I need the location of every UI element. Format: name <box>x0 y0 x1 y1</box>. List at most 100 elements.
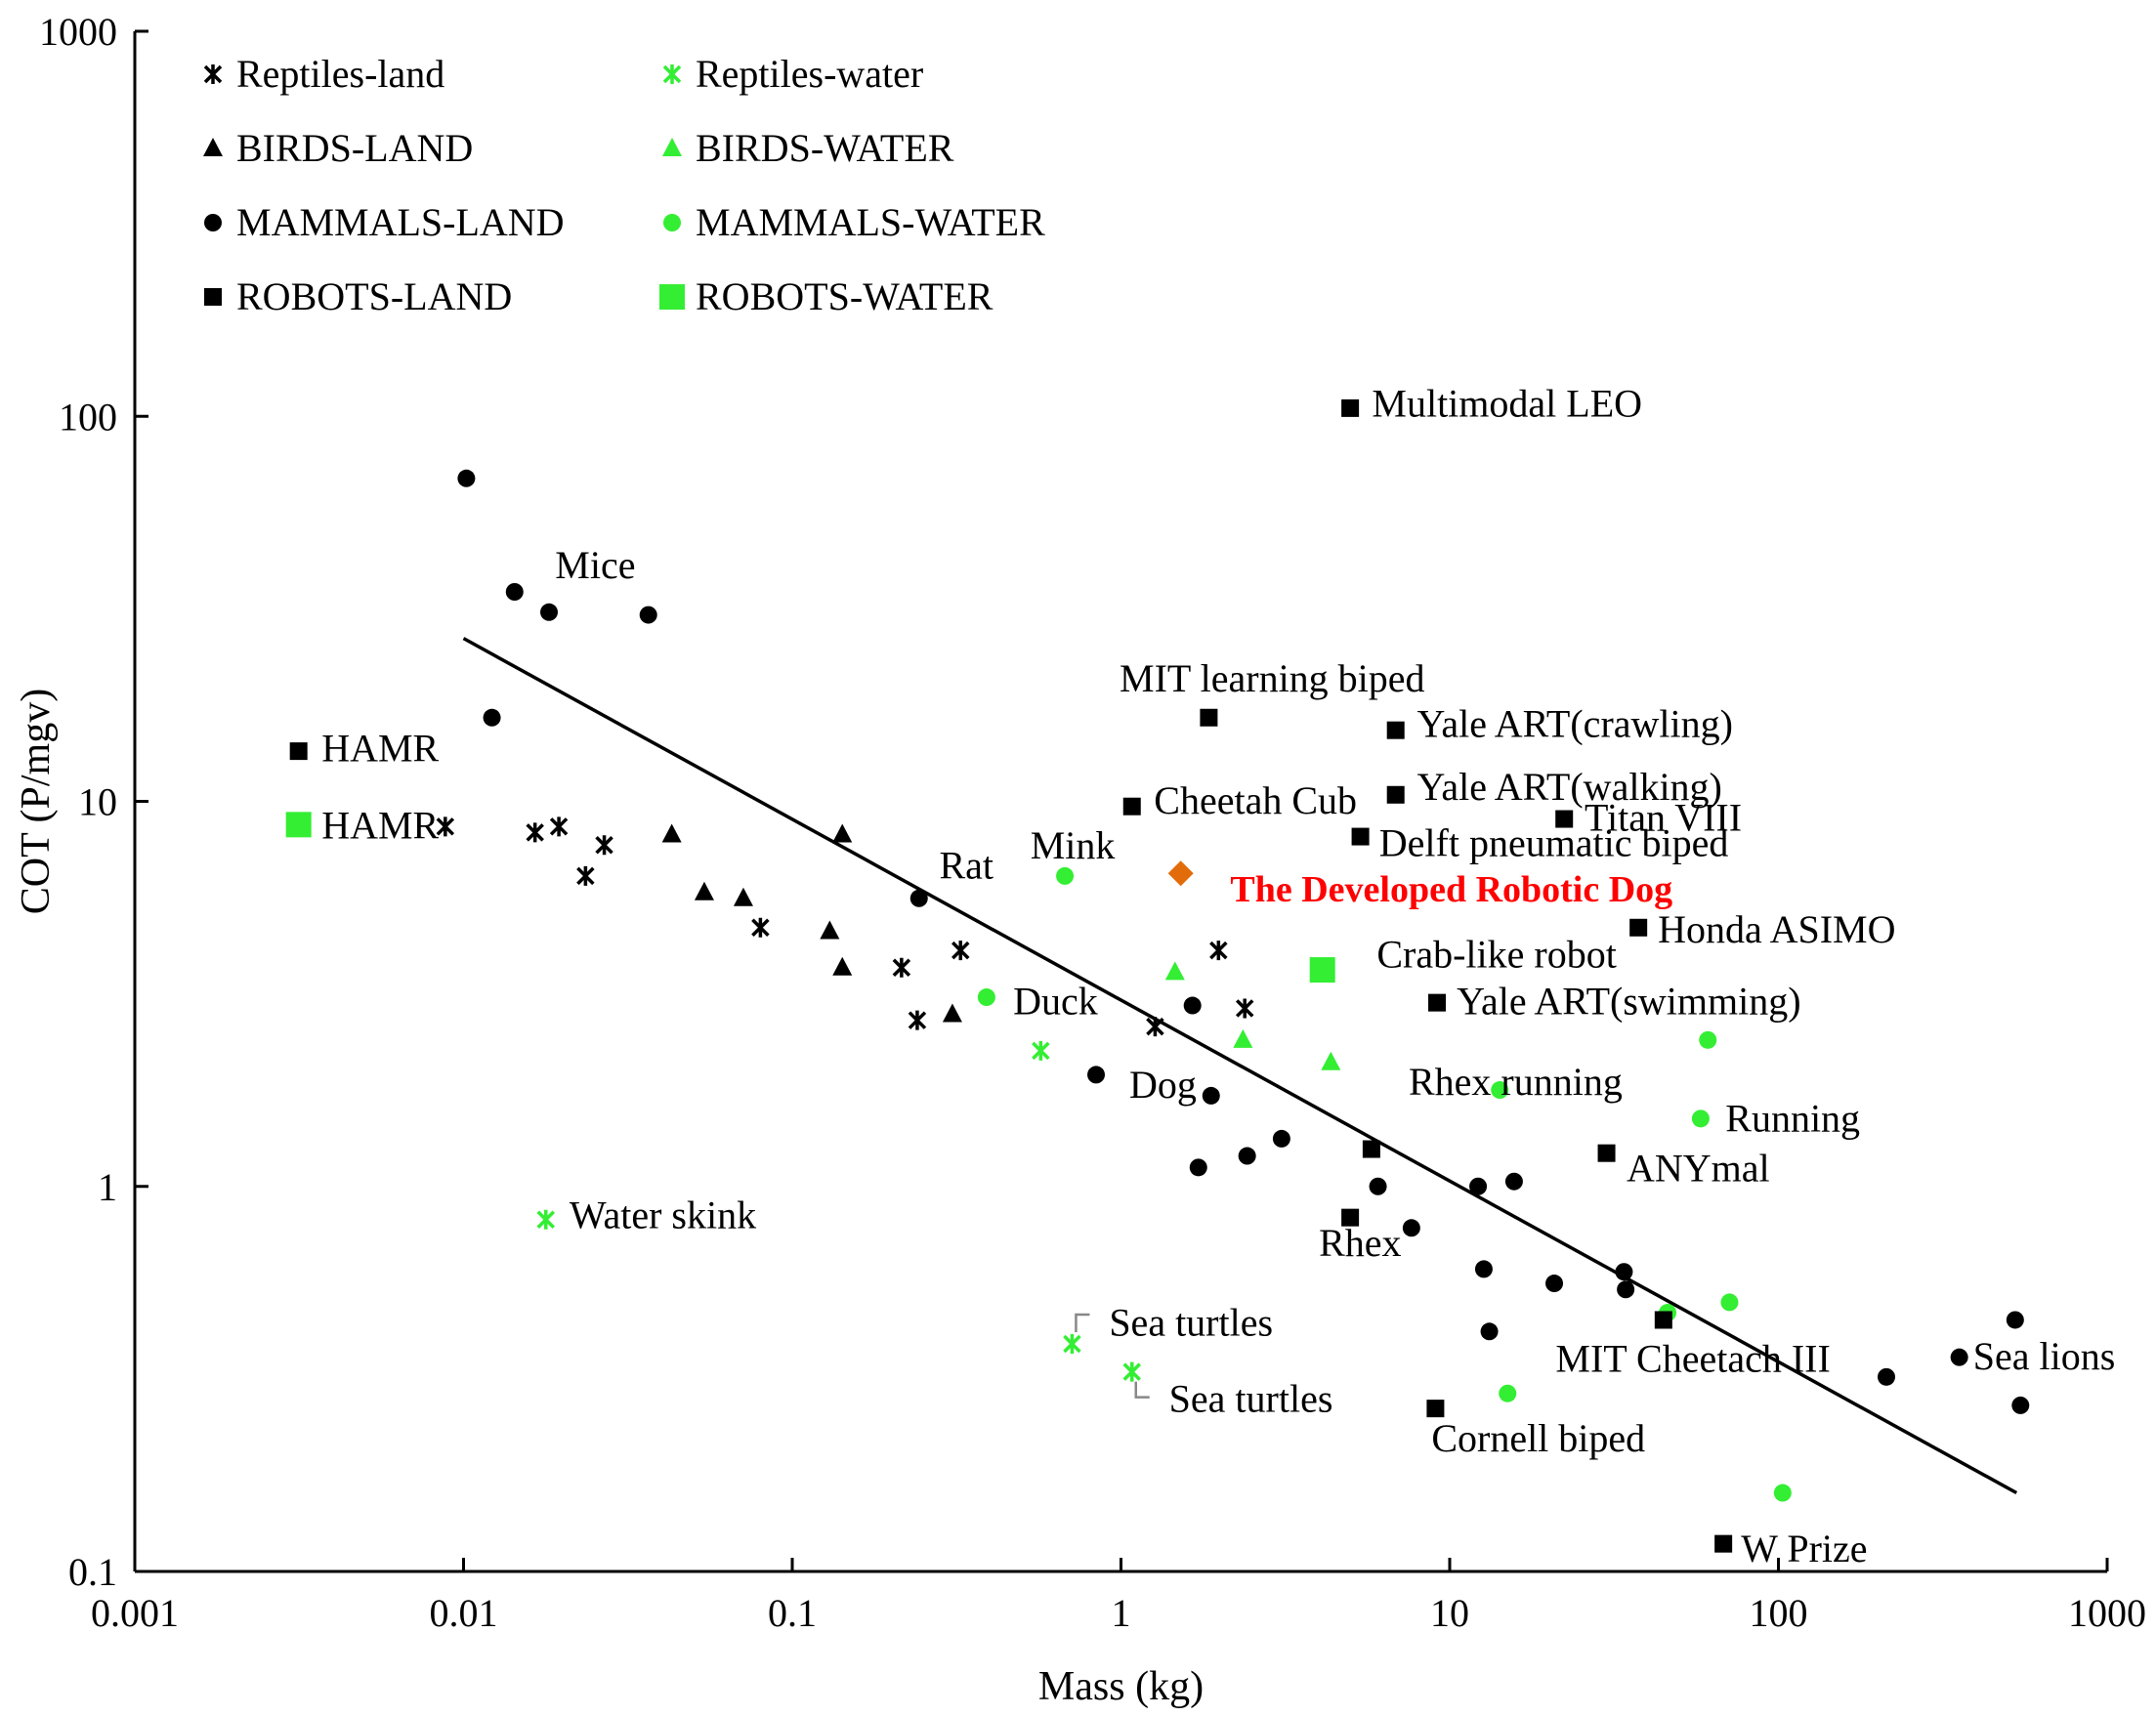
point-reptiles-land <box>1146 1017 1164 1037</box>
point-robots-land <box>1654 1311 1672 1329</box>
point-mammals-land <box>1504 1172 1523 1191</box>
point-mammals-land <box>1402 1219 1420 1237</box>
point-robots-land <box>1714 1534 1733 1553</box>
point-birds-water <box>1164 961 1185 981</box>
point-reptiles-land <box>526 822 544 843</box>
point-robots-land <box>1351 827 1370 846</box>
legend-item-birds-water: BIRDS-WATER <box>662 126 954 170</box>
point-robots-land <box>1362 1140 1380 1158</box>
point-mammals-land <box>1087 1066 1106 1084</box>
annotation-crab-like-robot: Crab-like robot <box>1376 933 1617 977</box>
point-robots-land <box>1629 918 1648 937</box>
point-mammals-land <box>1469 1177 1488 1195</box>
point-mammals-water <box>1691 1109 1710 1128</box>
point-mammals-water <box>1499 1384 1517 1402</box>
point-mammals-land <box>1474 1260 1493 1278</box>
point-birds-land <box>661 823 682 843</box>
legend-item-birds-land: BIRDS-LAND <box>203 126 473 170</box>
point-mammals-land <box>1545 1275 1564 1293</box>
annotation-w-prize: W Prize <box>1741 1527 1867 1570</box>
legend-item-mammals-land: MAMMALS-LAND <box>204 200 565 244</box>
point-mammals-land <box>1189 1158 1207 1177</box>
legend-marker-reptiles-water <box>662 64 682 84</box>
y-tick-label: 100 <box>59 395 117 439</box>
annotation-duck: Duck <box>1013 979 1098 1023</box>
point-robots-land <box>1122 797 1141 816</box>
point-mammals-land <box>505 583 524 602</box>
point-mammals-land <box>1617 1280 1635 1299</box>
annotation-the-developed-robotic-dog: The Developed Robotic Dog <box>1230 869 1672 910</box>
point-mammals-land <box>1272 1129 1290 1148</box>
annotation-titan-viii: Titan VIII <box>1585 795 1742 839</box>
point-robots-water <box>285 812 312 838</box>
point-mammals-land <box>1369 1177 1387 1195</box>
point-mammals-land <box>457 469 476 487</box>
point-reptiles-land <box>751 917 770 938</box>
annotation-mit-learning-biped: MIT learning biped <box>1120 656 1425 700</box>
point-robots-water <box>1309 957 1335 984</box>
annotation-mice: Mice <box>555 543 635 587</box>
point-robots-land <box>1386 721 1405 739</box>
legend-marker-mammals-land <box>204 214 222 231</box>
legend: Reptiles-land Reptiles-water BIRDS-LAND BIR… <box>203 52 1045 318</box>
point-mammals-land <box>2006 1311 2024 1329</box>
legend-marker-birds-land <box>203 138 223 156</box>
point-reptiles-land <box>576 865 595 886</box>
point-reptiles-land <box>951 941 970 961</box>
point-robots-land <box>289 742 308 761</box>
point-robots-land <box>1428 993 1447 1012</box>
point-mammals-water <box>1773 1484 1792 1502</box>
point-robots-land <box>1341 1208 1360 1227</box>
legend-item-robots-water: ROBOTS-WATER <box>659 274 993 318</box>
point-robots-land <box>1386 785 1405 804</box>
annotation-yale-art-walking: Yale ART(walking) <box>1416 765 1721 809</box>
trend-line-group <box>462 637 2018 1495</box>
annotation-hamr: HAMR <box>321 804 439 848</box>
point-mammals-land <box>483 708 501 727</box>
legend-marker-robots-water <box>659 284 685 310</box>
point-reptiles-land <box>436 816 455 837</box>
point-reptiles-water <box>536 1209 556 1230</box>
annotation-mink: Mink <box>1031 823 1116 867</box>
annotation-honda-asimo: Honda ASIMO <box>1658 907 1895 951</box>
annotation-rhex: Rhex <box>1319 1221 1401 1265</box>
point-mammals-land <box>1202 1086 1220 1105</box>
y-tick-label: 0.1 <box>68 1550 117 1594</box>
point-mammals-land <box>1183 996 1202 1015</box>
point-mammals-land <box>2011 1396 2030 1414</box>
point-birds-water <box>1321 1051 1341 1070</box>
x-tick-label: 0.001 <box>91 1591 179 1635</box>
point-mammals-water <box>1699 1030 1717 1049</box>
legend-marker-birds-water <box>662 138 682 156</box>
series-the-developed-robotic-dog <box>1167 860 1194 887</box>
legend-marker-reptiles-land <box>203 64 223 84</box>
series-mammals-land <box>457 469 2030 1414</box>
legend-marker-robots-land <box>204 288 222 306</box>
point-robots-land <box>1555 810 1574 828</box>
x-tick-label: 100 <box>1750 1591 1808 1635</box>
legend-label-birds-water: BIRDS-WATER <box>696 126 954 170</box>
series-reptiles-land <box>436 816 1254 1037</box>
point-mammals-land <box>540 603 559 621</box>
annotation-delft-pneumatic-biped: Delft pneumatic biped <box>1379 821 1729 865</box>
point-robots-land <box>1341 398 1360 417</box>
point-mammals-land <box>1877 1367 1895 1386</box>
legend-label-robots-land: ROBOTS-LAND <box>236 274 512 318</box>
point-mammals-land <box>1615 1263 1633 1281</box>
point-birds-land <box>733 887 753 906</box>
point-robots-land <box>1200 708 1218 727</box>
annotation-yale-art-swimming: Yale ART(swimming) <box>1457 979 1800 1023</box>
point-birds-land <box>832 823 853 843</box>
annotation-hamr: HAMR <box>321 727 439 771</box>
legend-label-reptiles-land: Reptiles-land <box>236 52 444 96</box>
data-points <box>285 398 2030 1553</box>
legend-marker-mammals-water <box>663 214 681 231</box>
series-birds-water <box>1164 961 1341 1070</box>
x-tick-label: 1 <box>1112 1591 1131 1635</box>
point-birds-water <box>1233 1028 1253 1048</box>
axes: 0.001 0.01 0.1 1 10 100 1000 0.1 1 10 100 1000 Mass … <box>14 10 2146 1709</box>
series-reptiles-water <box>536 1040 1141 1382</box>
legend-label-mammals-water: MAMMALS-WATER <box>696 200 1045 244</box>
point-robots-land <box>1597 1144 1616 1162</box>
